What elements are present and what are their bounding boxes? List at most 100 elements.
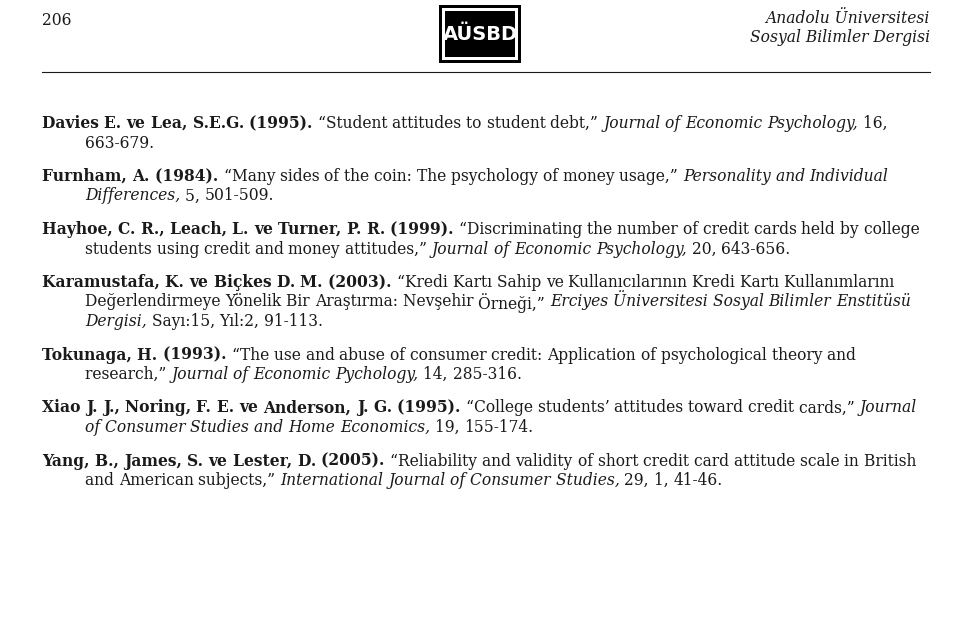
Text: AÜSBD: AÜSBD [443, 26, 517, 45]
Text: ve: ve [127, 115, 151, 132]
Text: Araştırma:: Araştırma: [315, 294, 403, 310]
Text: Turner,: Turner, [278, 221, 347, 238]
Text: Journal: Journal [432, 241, 494, 257]
Text: 41-46.: 41-46. [673, 472, 723, 489]
Text: 155-174.: 155-174. [464, 419, 533, 436]
Text: H.: H. [137, 346, 163, 364]
Text: credit: credit [204, 241, 254, 257]
Text: students’: students’ [538, 399, 614, 417]
Text: D.: D. [298, 452, 322, 470]
Text: Studies,: Studies, [556, 472, 625, 489]
Text: Lea,: Lea, [151, 115, 193, 132]
Text: 91-113.: 91-113. [264, 313, 324, 330]
Text: ve: ve [545, 274, 568, 291]
Text: and: and [254, 241, 289, 257]
Text: (1984).: (1984). [155, 168, 224, 185]
Text: (1995).: (1995). [250, 115, 318, 132]
Text: Sosyal: Sosyal [712, 294, 769, 310]
Text: 5,: 5, [185, 188, 204, 205]
Text: Erciyes: Erciyes [550, 294, 613, 310]
Text: money: money [289, 241, 345, 257]
Text: Journal: Journal [603, 115, 665, 132]
Text: Yang,: Yang, [42, 452, 95, 470]
Text: “Reliability: “Reliability [390, 452, 482, 470]
Text: validity: validity [516, 452, 578, 470]
Text: Enstitüsü: Enstitüsü [836, 294, 916, 310]
Text: Personality: Personality [683, 168, 776, 185]
Text: debt,”: debt,” [550, 115, 603, 132]
Text: Örneği,”: Örneği,” [478, 294, 550, 314]
Text: of: of [683, 221, 703, 238]
Text: Home: Home [288, 419, 340, 436]
Text: American: American [119, 472, 199, 489]
Text: students: students [85, 241, 156, 257]
Text: (1993).: (1993). [163, 346, 231, 364]
Text: attitudes: attitudes [614, 399, 688, 417]
Text: of: of [578, 452, 597, 470]
Text: “Kredi: “Kredi [397, 274, 453, 291]
Text: S.E.G.: S.E.G. [193, 115, 250, 132]
Text: (2003).: (2003). [328, 274, 397, 291]
Text: Tokunaga,: Tokunaga, [42, 346, 137, 364]
Text: E.: E. [105, 115, 127, 132]
Text: Değerlendirmeye: Değerlendirmeye [85, 294, 226, 310]
Text: Xiao: Xiao [42, 399, 85, 417]
Text: the: the [345, 168, 374, 185]
Text: to: to [467, 115, 487, 132]
Text: Economic: Economic [253, 366, 335, 383]
Text: Anderson,: Anderson, [263, 399, 357, 417]
Text: 20,: 20, [691, 241, 721, 257]
Text: Leach,: Leach, [170, 221, 232, 238]
Text: and: and [305, 346, 339, 364]
Text: (1995).: (1995). [397, 399, 466, 417]
Text: (1999).: (1999). [391, 221, 459, 238]
Text: credit: credit [748, 399, 799, 417]
Text: Noring,: Noring, [125, 399, 197, 417]
Text: Dergisi,: Dergisi, [85, 313, 152, 330]
Bar [439, 5, 521, 63]
Text: G.: G. [373, 399, 397, 417]
Text: student: student [487, 115, 550, 132]
Text: college: college [863, 221, 924, 238]
Text: Journal: Journal [860, 399, 922, 417]
Text: attitude: attitude [733, 452, 800, 470]
Text: Journal: Journal [171, 366, 233, 383]
Text: B.,: B., [95, 452, 124, 470]
Text: L.: L. [232, 221, 254, 238]
Text: abuse: abuse [339, 346, 390, 364]
Text: and: and [482, 452, 516, 470]
Text: Nevşehir: Nevşehir [403, 294, 478, 310]
Text: and: and [776, 168, 809, 185]
Text: of: of [450, 472, 470, 489]
Text: and: and [254, 419, 288, 436]
Text: Kartı: Kartı [453, 274, 496, 291]
Text: short: short [597, 452, 643, 470]
Text: of: of [390, 346, 410, 364]
Text: C.: C. [118, 221, 141, 238]
Text: K.: K. [165, 274, 189, 291]
Text: cards: cards [754, 221, 802, 238]
Text: Studies: Studies [190, 419, 254, 436]
Text: Psychology,: Psychology, [596, 241, 691, 257]
Text: Economic: Economic [514, 241, 596, 257]
Text: by: by [840, 221, 863, 238]
Text: sides: sides [280, 168, 324, 185]
Text: R.,: R., [141, 221, 170, 238]
Text: theory: theory [772, 346, 827, 364]
Text: Consumer: Consumer [470, 472, 556, 489]
Text: subjects,”: subjects,” [199, 472, 280, 489]
Text: coin:: coin: [374, 168, 417, 185]
Text: money: money [563, 168, 619, 185]
Text: Hayhoe,: Hayhoe, [42, 221, 118, 238]
Text: of: of [543, 168, 563, 185]
Text: attitudes,”: attitudes,” [345, 241, 432, 257]
Text: in: in [844, 452, 864, 470]
Text: Sayı:15,: Sayı:15, [152, 313, 220, 330]
Text: held: held [802, 221, 840, 238]
Text: M.: M. [300, 274, 328, 291]
Text: D.: D. [276, 274, 300, 291]
Text: Lester,: Lester, [233, 452, 298, 470]
Text: ve: ve [189, 274, 214, 291]
Text: the: the [588, 221, 617, 238]
Text: Yıl:2,: Yıl:2, [220, 313, 264, 330]
